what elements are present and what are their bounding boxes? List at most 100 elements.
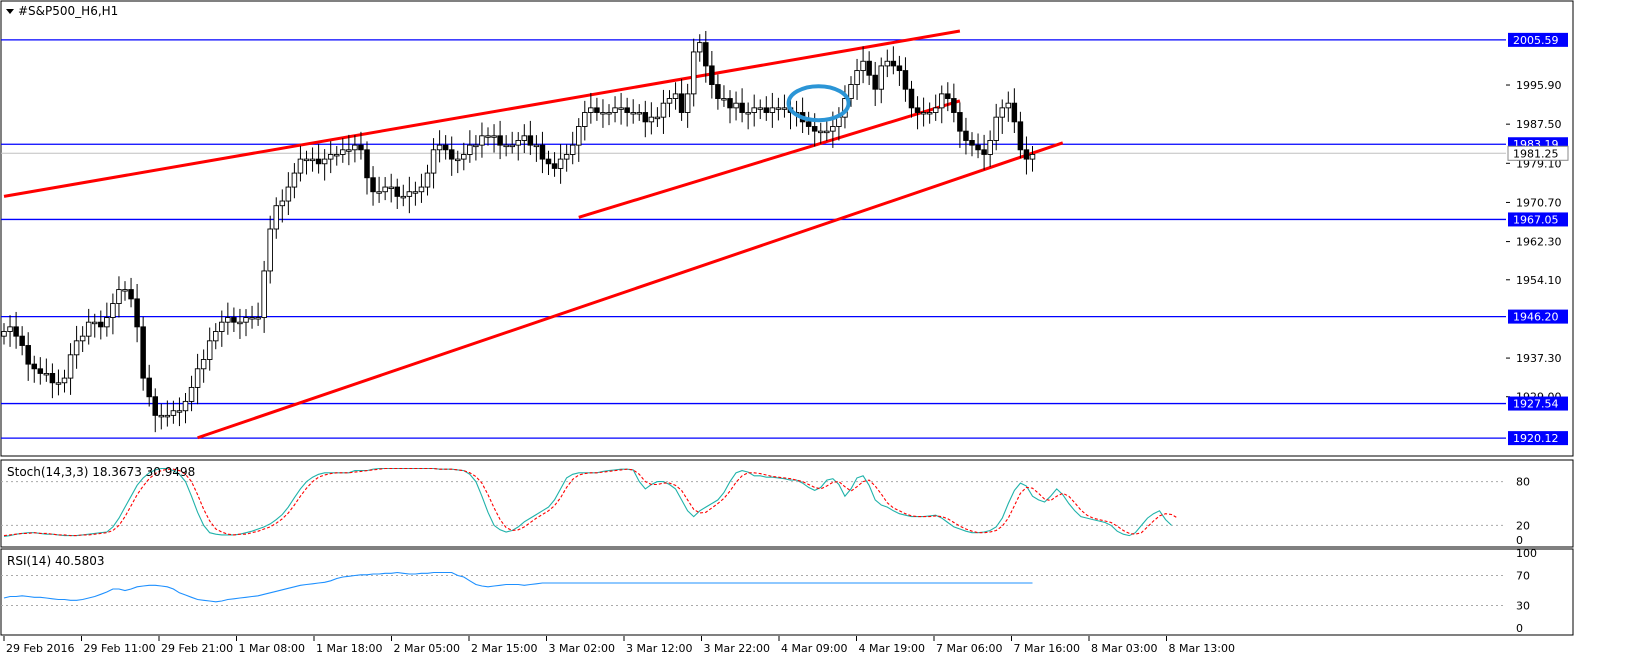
candle-body <box>188 386 195 402</box>
horizontal-levels <box>1 39 1506 439</box>
candle-body <box>648 116 655 123</box>
level-tag <box>1508 32 1568 47</box>
candle-body <box>37 368 44 374</box>
level-tag <box>1508 212 1568 227</box>
trend-line-upper-channel-top <box>3 29 961 198</box>
candle-body <box>545 158 552 165</box>
candle-body <box>364 149 370 179</box>
candle-body <box>588 107 594 113</box>
stoch-title: Stoch(14,3,3) 18.3673 30.9498 <box>7 465 195 479</box>
candle-body <box>370 177 376 193</box>
candle-body <box>902 70 909 90</box>
candle-body <box>642 112 649 123</box>
candle-body <box>394 186 401 197</box>
candle-body <box>672 93 679 99</box>
candle-body <box>340 149 346 155</box>
candle-body <box>733 102 739 109</box>
candle-body <box>624 107 630 113</box>
candle-body <box>884 60 891 67</box>
candle-body <box>334 153 340 157</box>
candle-body <box>860 60 866 72</box>
candle-body <box>219 321 225 332</box>
candle-body <box>830 126 836 132</box>
candle-body <box>697 42 703 53</box>
candle-body <box>914 107 921 113</box>
price-panel-frame <box>0 0 1574 457</box>
time-tick-label: 2 Mar 15:00 <box>471 642 537 655</box>
price-axis: 1995.901987.501979.101970.701962.301954.… <box>1506 79 1562 404</box>
candle-body <box>521 135 528 141</box>
candle-body <box>321 158 328 165</box>
candle-body <box>872 74 878 90</box>
candle-body <box>400 195 407 199</box>
time-tick-label: 7 Mar 16:00 <box>1014 642 1080 655</box>
candle-body <box>267 228 273 272</box>
candle-body <box>709 65 715 86</box>
candle-body <box>612 107 618 113</box>
candle-body <box>430 149 437 174</box>
time-tick-label: 29 Feb 2016 <box>6 642 74 655</box>
last-price-tag <box>1507 145 1569 161</box>
candle-body <box>200 359 207 370</box>
candle-body <box>557 158 564 169</box>
candle-body <box>418 186 425 193</box>
candle-body <box>951 98 957 113</box>
candle-body <box>533 144 540 148</box>
candle-body <box>690 51 697 95</box>
candle-body <box>600 112 606 115</box>
stoch-tick-label: 80 <box>1516 476 1530 489</box>
time-tick-label: 29 Feb 21:00 <box>161 642 233 655</box>
chart-menu-arrow-icon[interactable] <box>6 9 14 14</box>
candle-body <box>309 158 316 162</box>
candle-body <box>769 107 776 113</box>
candle-body <box>848 84 854 99</box>
candle-body <box>104 317 110 328</box>
candle-body <box>255 317 261 320</box>
candle-body <box>818 130 824 134</box>
candle-body <box>945 93 951 99</box>
candle-body <box>243 317 249 323</box>
candle-body <box>43 372 50 376</box>
candle-body <box>497 135 503 146</box>
time-tick-label: 8 Mar 03:00 <box>1091 642 1157 655</box>
candle-body <box>303 158 310 162</box>
candle-body <box>636 112 643 115</box>
time-tick-label: 1 Mar 18:00 <box>316 642 382 655</box>
candle-body <box>1005 102 1012 109</box>
candle-body <box>382 186 388 193</box>
candle-body <box>1011 102 1018 123</box>
candle-body <box>212 331 219 342</box>
highlight-ellipse <box>786 84 851 123</box>
rsi-title: RSI(14) 40.5803 <box>7 554 105 568</box>
candle-body <box>279 200 286 207</box>
candle-body <box>25 345 31 365</box>
candle-body <box>473 144 479 148</box>
candle-body <box>1017 121 1024 151</box>
candle-body <box>273 205 280 230</box>
candle-body <box>721 98 727 101</box>
candle-body <box>164 414 171 418</box>
candle-body <box>485 135 491 138</box>
candle-body <box>261 270 267 318</box>
candle-body <box>358 144 364 151</box>
time-tick-label: 3 Mar 22:00 <box>704 642 770 655</box>
level-tag-label: 1946.20 <box>1513 311 1559 324</box>
candle-body <box>1 331 7 337</box>
candle-body <box>479 135 485 146</box>
candle-body <box>926 112 933 115</box>
price-tick-label: 1987.50 <box>1516 118 1562 131</box>
candle-body <box>291 172 298 188</box>
candle-body <box>811 126 818 132</box>
candle-body <box>932 107 939 113</box>
candle-body <box>527 135 534 146</box>
candle-body <box>503 144 509 148</box>
trend-line-long-support <box>197 141 1064 440</box>
candle-body <box>678 93 685 113</box>
time-tick-label: 3 Mar 02:00 <box>549 642 615 655</box>
candle-body <box>231 317 237 323</box>
candle-body <box>140 326 146 379</box>
level-tags: 2005.591983.191967.051946.201927.541920.… <box>1507 32 1569 446</box>
candle-body <box>963 130 969 141</box>
candle-body <box>551 163 558 169</box>
